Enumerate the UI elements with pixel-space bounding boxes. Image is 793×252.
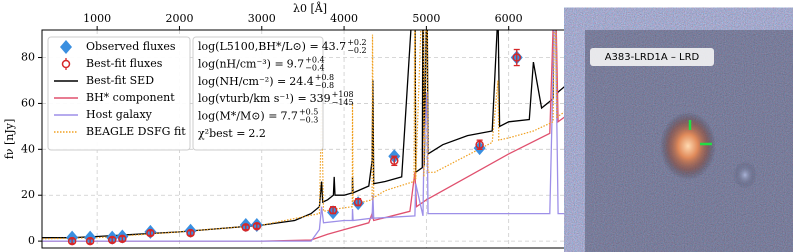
annotation-lower: −0.3 [299,116,318,125]
best-fit-flux [186,228,195,238]
annotation-value: 9.7 [287,57,305,70]
best-fit-flux [252,221,262,231]
legend-marker [60,40,72,54]
annotation-value: 43.7 [322,40,347,53]
x-tick-label: 2000 [165,12,193,25]
y-tick-label: 0 [28,234,35,247]
legend-marker [61,59,71,69]
neighbor [733,161,757,189]
sed-line [42,30,577,242]
best-fit-flux [390,156,399,166]
best-fit-flux [241,223,251,232]
x-tick-label: 5000 [412,12,440,25]
x-tick-label: 3000 [248,12,276,25]
x-axis-label: λ0 [Å] [293,1,327,15]
legend-label: BEAGLE DSFG fit [86,125,186,138]
sed-line [42,30,577,239]
y-axis-label: fν [nJy] [3,119,16,160]
best-fit-flux [85,236,95,246]
annotation-value: 339 [310,92,331,105]
legend-label: Observed fluxes [86,40,176,53]
sed-line [42,30,577,240]
y-tick-label: 20 [21,188,35,201]
annotation-value: 2.2 [248,127,266,140]
best-fit-flux [67,236,77,246]
axes-frame [41,29,578,249]
annotation-quantity: log(vturb/km s⁻¹) = [198,92,307,105]
legend-label: Best-fit fluxes [86,57,163,70]
plot-clip [42,30,577,246]
legend-box [47,36,191,151]
annotation-value: 7.7 [280,110,298,123]
annotation-upper: +0.4 [305,55,324,64]
best-fit-flux [328,205,338,215]
legend-label: Host galaxy [86,108,153,121]
y-tick-label: 60 [21,96,35,109]
annotation-upper: +0.2 [347,38,366,47]
annotation-upper: +0.8 [315,73,334,82]
galaxy [660,112,716,180]
best-fit-flux [512,53,522,62]
best-fit-flux [475,140,484,149]
plot-area: 0 20 40 60 80 1000 2000 3000 4000 5000 6000 Observe… [21,12,578,249]
annotation-box [192,36,324,151]
annotation-value: 24.4 [289,75,314,88]
x-tick-label: 6000 [495,12,523,25]
label-box [590,48,714,66]
x-tick-label: 1000 [83,12,111,25]
annotation-upper: +0.5 [299,108,318,117]
cutout-image: A383-LRD1A – LRD [585,30,793,252]
y-tick-label: 40 [21,142,35,155]
annotation-upper: +108 [332,90,354,99]
best-fit-flux [353,197,363,207]
annotation-lower: −0.8 [315,81,334,90]
annotation-lower: −145 [332,98,354,107]
x-tick-label: 4000 [330,12,358,25]
annotation-quantity: log(L5100,BH*/L⊙) = [198,40,319,53]
image-label: A383-LRD1A – LRD [605,52,700,63]
annotation-lower: −0.2 [347,46,366,55]
annotation-quantity: log(nH/cm⁻³) = [198,57,284,70]
annotation-quantity: log(NH/cm⁻²) = [198,75,286,88]
best-fit-flux [118,234,127,244]
best-fit-flux [146,228,155,238]
y-tick-label: 80 [21,51,35,64]
legend-label: BH* component [86,91,175,104]
annotation-lower: −0.4 [305,63,324,72]
sed-line [42,30,577,242]
annotation-quantity: log(M*/M⊙) = [198,110,277,123]
legend-label: Best-fit SED [86,74,154,87]
annotation-quantity: χ²best = [198,127,245,140]
best-fit-flux [107,235,117,245]
